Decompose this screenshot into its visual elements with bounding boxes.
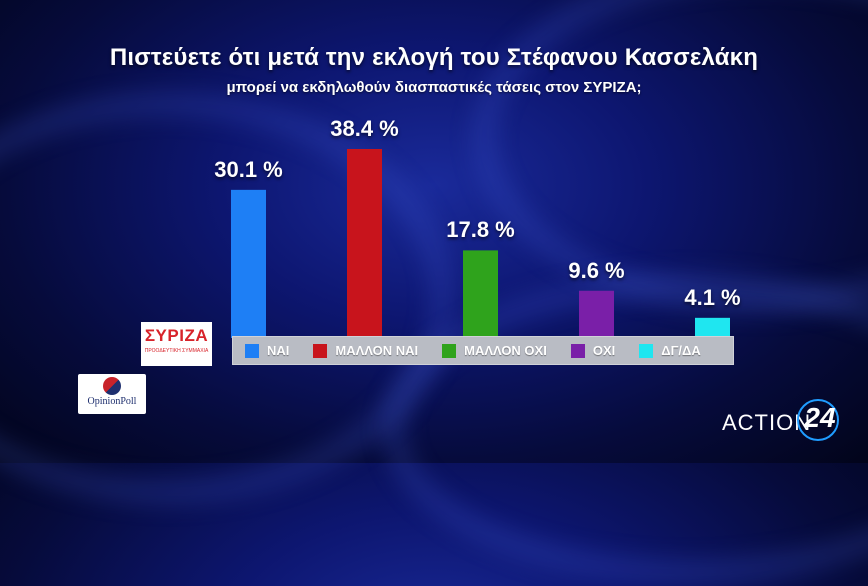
legend-item-nai: ΝΑΙ (245, 343, 289, 358)
bar-2 (347, 149, 382, 338)
bar-4 (579, 290, 614, 338)
action24-ring-icon (797, 399, 839, 441)
chart-subtitle: μπορεί να εκδηλωθούν διασπαστικές τάσεις… (226, 79, 642, 96)
bar-5 (695, 317, 730, 338)
legend-item-dg-da: ΔΓ/ΔΑ (639, 343, 701, 358)
legend-label: ΝΑΙ (267, 343, 290, 358)
legend-swatch (442, 343, 457, 358)
bar-value-label: 4.1 % (684, 284, 741, 310)
chart-title: Πιστεύετε ότι μετά την εκλογή του Στέφαν… (109, 44, 759, 71)
legend-label: ΟΧΙ (592, 343, 616, 358)
legend-label: ΜΑΛΛΟΝ ΝΑΙ (335, 343, 419, 358)
syriza-logo-subtext: ΠΡΟΟΔΕΥΤΙΚΗ ΣΥΜΜΑΧΙΑ (144, 348, 209, 354)
action24-logo-number: 24 (804, 402, 836, 433)
opinion-poll-icon (103, 377, 121, 395)
legend-item-mallon-oxi: ΜΑΛΛΟΝ ΟΧΙ (442, 343, 547, 358)
legend-swatch (570, 343, 585, 358)
syriza-logo-text: ΣΥΡΙΖΑ (144, 326, 209, 345)
opinion-poll-logo: OpinionPoll (78, 374, 146, 414)
bar-chart (231, 149, 730, 338)
chart-legend: ΝΑΙ ΜΑΛΛΟΝ ΝΑΙ ΜΑΛΛΟΝ ΟΧΙ ΟΧΙ ΔΓ/ΔΑ (232, 336, 734, 365)
legend-swatch (313, 343, 328, 358)
action24-logo-word: ACTION (722, 410, 812, 435)
opinion-poll-text: OpinionPoll (87, 396, 137, 407)
legend-item-oxi: ΟΧΙ (570, 343, 616, 358)
legend-item-mallon-nai: ΜΑΛΛΟΝ ΝΑΙ (313, 343, 418, 358)
bar-value-label: 9.6 % (568, 257, 625, 283)
bar-1 (231, 189, 266, 338)
legend-label: ΔΓ/ΔΑ (661, 343, 701, 358)
bar-value-label: 17.8 % (446, 217, 515, 243)
legend-swatch (245, 343, 259, 358)
bar-value-label: 38.4 % (330, 116, 399, 141)
bar-value-label: 30.1 % (214, 156, 283, 182)
legend-swatch (639, 343, 654, 358)
legend-label: ΜΑΛΛΟΝ ΟΧΙ (464, 343, 547, 358)
syriza-logo: ΣΥΡΙΖΑ ΠΡΟΟΔΕΥΤΙΚΗ ΣΥΜΜΑΧΙΑ (141, 322, 212, 366)
bar-3 (463, 250, 498, 338)
